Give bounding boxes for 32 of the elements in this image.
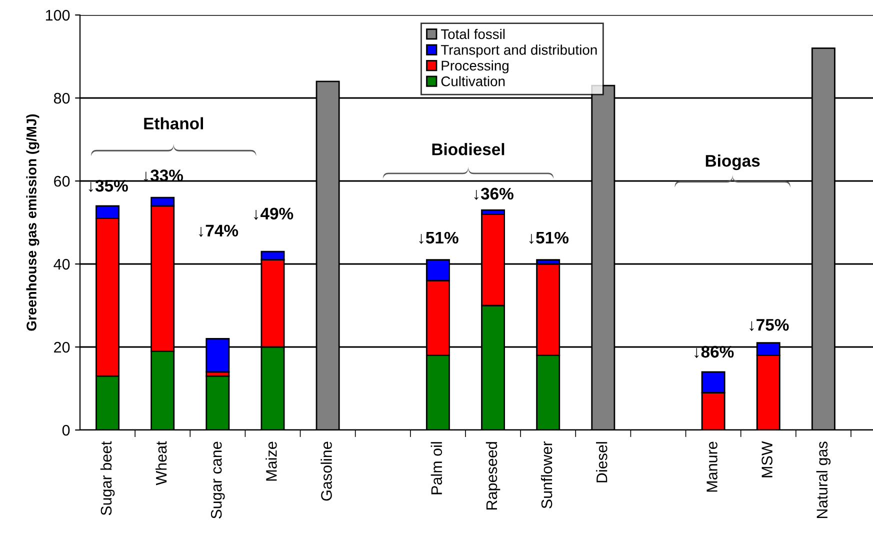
annotation: ↓49% bbox=[254, 208, 294, 220]
x-tick-label: Wheat bbox=[155, 441, 167, 486]
y-tick-label: 20 bbox=[54, 342, 70, 353]
annotation: ↓51% bbox=[529, 232, 568, 244]
x-tick-label: Palm oil bbox=[430, 442, 442, 494]
y-tick-label: 100 bbox=[46, 10, 70, 21]
y-tick-label: 0 bbox=[62, 424, 70, 436]
annotation: ↓75% bbox=[750, 318, 789, 332]
annotation: ↓74% bbox=[199, 224, 238, 237]
x-tick-label: Diesel bbox=[596, 442, 608, 482]
legend-label: Total fossil bbox=[440, 28, 505, 40]
x-tick-label: Sugar beet bbox=[100, 441, 115, 516]
legend-label: Transport and distribution bbox=[440, 44, 597, 58]
x-tick-label: Gasoline bbox=[320, 442, 332, 501]
annotation: Biogas bbox=[706, 154, 760, 170]
y-tick-label: 60 bbox=[54, 176, 70, 187]
x-tick-label: Rapeseed bbox=[486, 442, 500, 510]
x-tick-label: Sugar cane bbox=[210, 442, 225, 519]
y-axis-title: Greenhouse gas emission (g/MJ) bbox=[26, 114, 40, 331]
x-tick-label: MSW bbox=[762, 441, 772, 478]
x-tick-label: Natural gas bbox=[816, 442, 831, 518]
annotation: ↓51% bbox=[419, 232, 458, 244]
x-tick-label: Sunflower bbox=[540, 441, 552, 508]
y-tick-label: 80 bbox=[54, 92, 70, 104]
x-tick-label: Manure bbox=[706, 442, 718, 492]
legend-label: Cultivation bbox=[441, 76, 505, 86]
annotation: ↓36% bbox=[474, 188, 514, 200]
legend-label: Processing bbox=[442, 60, 508, 74]
annotation: Biodiesel bbox=[432, 143, 504, 156]
annotation: Ethanol bbox=[144, 117, 203, 130]
y-tick-label: 40 bbox=[54, 258, 70, 270]
x-tick-label: Maize bbox=[266, 442, 277, 481]
